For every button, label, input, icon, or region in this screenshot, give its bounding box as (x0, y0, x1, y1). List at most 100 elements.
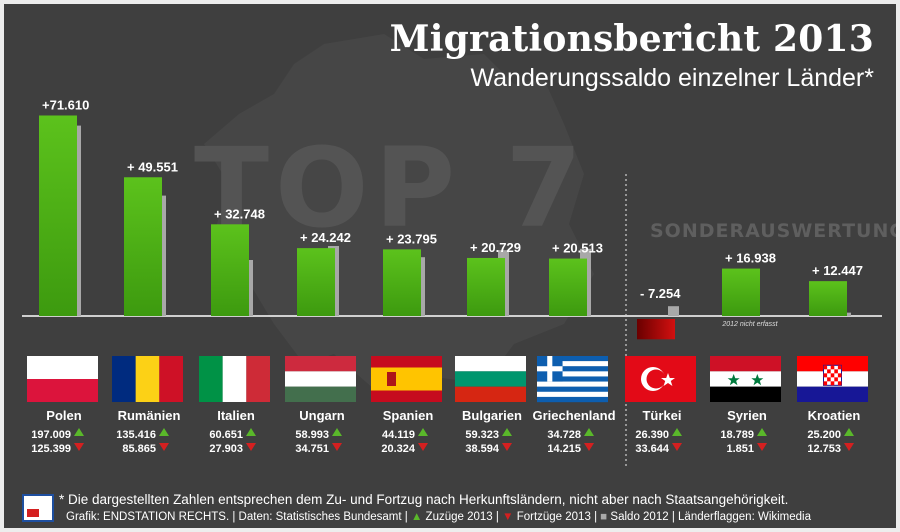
credits-sep-5: | (671, 511, 675, 523)
up-arrow-icon (159, 428, 169, 436)
flag-turkey-icon (625, 356, 696, 402)
bar-saldo-2013 (722, 268, 760, 316)
country-2: + 32.748 Italien 60.651 27.903 (199, 206, 270, 455)
flag-poland-icon (27, 356, 98, 402)
country-name: Kroatien (808, 408, 861, 423)
down-arrow-icon (418, 443, 428, 451)
zuzuege-value: 135.416 (116, 429, 156, 441)
fortzuege-value: 20.324 (381, 443, 416, 455)
up-arrow-icon (502, 428, 512, 436)
country-name: Rumänien (118, 408, 181, 423)
bar-saldo-2013 (211, 224, 249, 316)
down-arrow-icon (159, 443, 169, 451)
fortzuege-value: 33.644 (635, 443, 670, 455)
legend-up-icon: ▲ (410, 511, 423, 523)
fortzuege-value: 125.399 (31, 443, 71, 455)
fortzuege-value: 34.751 (295, 443, 329, 455)
country-name: Syrien (727, 408, 767, 423)
top7-watermark: TOP 7 (194, 124, 588, 252)
flag-syria-icon (710, 356, 781, 402)
zuzuege-value: 25.200 (807, 429, 841, 441)
country-8: 2012 nicht erfasst + 16.938 Syrien 18.789 1.… (710, 251, 781, 455)
country-name: Ungarn (299, 408, 345, 423)
country-name: Polen (46, 408, 81, 423)
value-label: + 23.795 (386, 231, 437, 246)
down-arrow-icon (672, 443, 682, 451)
bar-saldo-2013 (637, 319, 675, 340)
legend-saldo: Saldo 2012 (610, 511, 669, 523)
up-arrow-icon (418, 428, 428, 436)
up-arrow-icon (74, 428, 84, 436)
country-6: + 20.513 Griechenland 34.728 14.215 (532, 241, 615, 455)
bar-saldo-2013 (39, 115, 77, 316)
credits-sep-2: | (404, 511, 408, 523)
credits-grafik: Grafik: ENDSTATION RECHTS. (66, 511, 230, 523)
country-3: + 24.242 Ungarn 58.993 34.751 (285, 230, 356, 455)
bar-saldo-2013 (467, 257, 505, 316)
country-1: + 49.551 Rumänien 135.416 85.865 (112, 159, 183, 455)
down-arrow-icon (74, 443, 84, 451)
up-arrow-icon (844, 428, 854, 436)
country-name: Bulgarien (462, 408, 522, 423)
up-arrow-icon (246, 428, 256, 436)
country-name: Griechenland (532, 408, 615, 423)
credits-sep-3: | (495, 511, 499, 523)
bar-saldo-2013 (297, 248, 335, 316)
value-label: - 7.254 (640, 286, 681, 301)
zuzuege-value: 18.789 (720, 429, 754, 441)
fortzuege-value: 85.865 (122, 443, 156, 455)
fortzuege-value: 38.594 (465, 443, 500, 455)
special-analysis-label: SONDERAUSWERTUNG (650, 220, 900, 242)
flag-romania-icon (112, 356, 183, 402)
up-arrow-icon (332, 428, 342, 436)
up-arrow-icon (672, 428, 682, 436)
flag-spain-icon (371, 356, 442, 402)
bar-chart: +71.610 Polen 197.009 125.399 + 49.551 Rumäni… (22, 97, 882, 466)
footnote: * Die dargestellten Zahlen entsprechen d… (59, 492, 789, 507)
legend-square-icon: ■ (600, 511, 608, 523)
flag-greece-icon (537, 356, 608, 403)
fortzuege-value: 27.903 (209, 443, 243, 455)
endstation-logo (22, 494, 54, 522)
credits-daten: Daten: Statistisches Bundesamt (238, 511, 402, 523)
country-name: Türkei (642, 408, 681, 423)
value-label: + 20.513 (552, 241, 603, 256)
flag-hungary-icon (285, 356, 356, 402)
credits-sep-4: | (594, 511, 598, 523)
value-label: + 49.551 (127, 159, 178, 174)
flag-bulgaria-icon (455, 356, 526, 402)
down-arrow-icon (844, 443, 854, 451)
zuzuege-value: 34.728 (547, 429, 581, 441)
bar-saldo-2013 (383, 249, 421, 316)
zuzuege-value: 59.323 (465, 429, 499, 441)
value-label: +71.610 (42, 97, 89, 112)
page-title: Migrationsbericht 2013 (389, 18, 874, 60)
not-recorded-note: 2012 nicht erfasst (721, 321, 778, 328)
fortzuege-value: 14.215 (547, 443, 581, 455)
value-label: + 16.938 (725, 251, 776, 266)
country-name: Italien (217, 408, 255, 423)
flag-croatia-icon (797, 356, 868, 402)
bar-saldo-2013 (549, 258, 587, 316)
value-label: + 24.242 (300, 230, 351, 245)
zuzuege-value: 44.119 (382, 429, 415, 441)
country-0: +71.610 Polen 197.009 125.399 (27, 97, 98, 455)
up-arrow-icon (584, 428, 594, 436)
zuzuege-value: 26.390 (635, 429, 669, 441)
up-arrow-icon (757, 428, 767, 436)
bar-saldo-2013 (124, 177, 162, 316)
bar-saldo-2013 (809, 281, 847, 316)
down-arrow-icon (332, 443, 342, 451)
value-label: + 12.447 (812, 263, 863, 278)
flag-italy-icon (199, 356, 270, 402)
country-name: Spanien (383, 408, 434, 423)
zuzuege-value: 58.993 (295, 429, 329, 441)
country-4: + 23.795 Spanien 44.119 20.324 (371, 231, 442, 455)
down-arrow-icon (757, 443, 767, 451)
value-label: + 32.748 (214, 206, 265, 221)
country-9: + 12.447 Kroatien 25.200 12.753 (797, 263, 868, 455)
bar-saldo-2012 (668, 306, 679, 316)
page-subtitle: Wanderungssaldo einzelner Länder* (470, 64, 874, 92)
down-arrow-icon (246, 443, 256, 451)
